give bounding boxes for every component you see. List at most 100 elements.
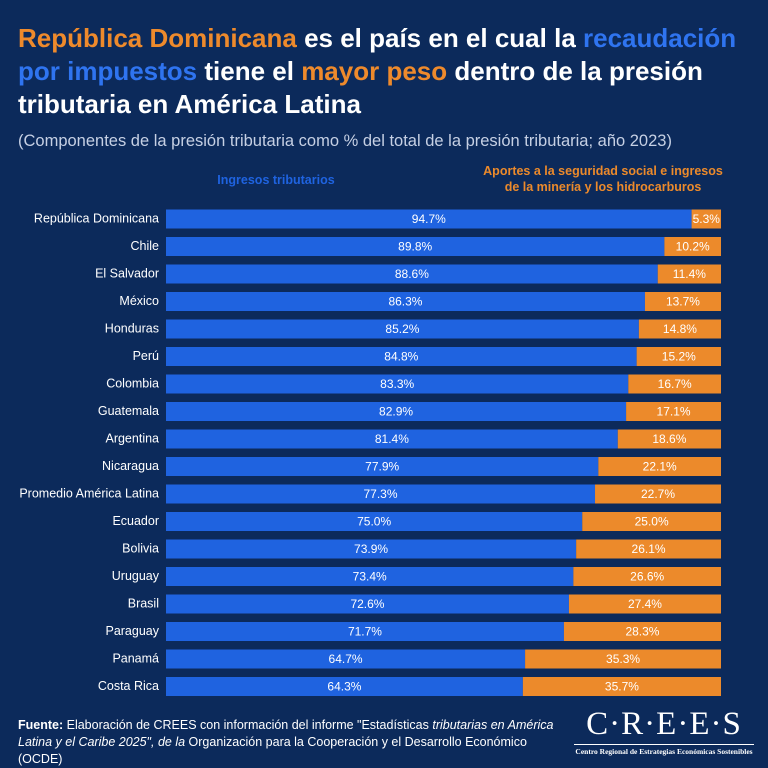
value-label: 64.3%	[327, 680, 361, 694]
y-tick-label: Costa Rica	[98, 679, 159, 693]
source-part: Organización para la Cooperación y el De…	[18, 735, 527, 766]
y-tick-label: El Salvador	[95, 266, 159, 280]
bar-segment	[166, 457, 599, 476]
y-tick-label: Honduras	[105, 321, 159, 335]
value-label: 18.6%	[652, 432, 686, 446]
bar-segment	[595, 484, 721, 504]
bar-segment	[166, 319, 639, 339]
bar-segment	[166, 209, 692, 229]
bar-segment	[166, 292, 645, 311]
value-label: 77.3%	[363, 487, 397, 501]
y-tick-label: Brasil	[128, 596, 159, 610]
value-label: 84.8%	[384, 350, 418, 364]
y-tick-label: República Dominicana	[34, 211, 159, 225]
bar-segment	[166, 677, 523, 696]
value-label: 26.6%	[630, 570, 664, 584]
y-tick-label: Paraguay	[105, 624, 159, 638]
bar-segment	[573, 567, 721, 586]
y-tick-label: Bolivia	[122, 541, 159, 555]
value-label: 35.7%	[605, 680, 639, 694]
value-label: 72.6%	[350, 597, 384, 611]
bar-segment	[617, 429, 721, 449]
title-part: es el país en el cual la	[296, 23, 583, 53]
logo-name: C·R·E·E·S	[586, 706, 742, 742]
subtitle: (Componentes de la presión tributaria co…	[18, 132, 672, 150]
bar-segment	[166, 567, 574, 586]
value-label: 75.0%	[357, 515, 391, 529]
bar-segment	[166, 402, 627, 421]
value-label: 5.3%	[693, 212, 721, 226]
title: República Dominicana es el país en el cu…	[18, 22, 758, 121]
bar-segment	[166, 622, 564, 641]
bar-segment	[166, 594, 569, 614]
bar-segment	[691, 209, 721, 229]
value-label: 28.3%	[625, 625, 659, 639]
value-label: 83.3%	[380, 377, 414, 391]
value-label: 71.7%	[348, 625, 382, 639]
logo-tagline: Centro Regional de Estrategias Económica…	[574, 744, 754, 756]
source-part: Elaboración de CREES con información del…	[63, 718, 433, 732]
bar-segment	[657, 264, 721, 284]
title-part: tiene el	[197, 56, 302, 86]
y-tick-label: Promedio América Latina	[19, 486, 159, 500]
y-tick-label: Chile	[131, 239, 160, 253]
bar-segment	[598, 457, 721, 476]
title-part: mayor peso	[301, 56, 448, 86]
bar-segment	[644, 292, 721, 311]
bar-segment	[166, 512, 583, 531]
value-label: 82.9%	[379, 405, 413, 419]
title-part: dentro de la presión tributaria en Améri…	[18, 56, 703, 119]
source-note: Fuente: Elaboración de CREES con informa…	[18, 717, 558, 768]
title-part: recaudación por impuestos	[18, 23, 737, 86]
bar-segment	[522, 677, 721, 696]
y-tick-label: Nicaragua	[102, 459, 159, 473]
bar-segment	[638, 319, 721, 339]
bar-segment	[166, 374, 629, 394]
value-label: 89.8%	[398, 240, 432, 254]
value-label: 77.9%	[365, 460, 399, 474]
bar-segment	[568, 594, 721, 614]
value-label: 13.7%	[666, 295, 700, 309]
bar-segment	[166, 347, 637, 366]
bar-segment	[628, 374, 721, 394]
value-label: 35.3%	[606, 652, 640, 666]
bar-segment	[166, 484, 596, 504]
y-tick-label: Colombia	[106, 376, 159, 390]
value-label: 27.4%	[628, 597, 662, 611]
value-label: 26.1%	[632, 542, 666, 556]
y-tick-label: Ecuador	[112, 514, 159, 528]
y-tick-label: Guatemala	[98, 404, 159, 418]
value-label: 17.1%	[657, 405, 691, 419]
value-label: 64.7%	[329, 652, 363, 666]
bar-segment	[166, 264, 658, 284]
y-tick-label: México	[119, 294, 159, 308]
y-tick-label: Uruguay	[112, 569, 160, 583]
value-label: 85.2%	[385, 322, 419, 336]
y-tick-label: Perú	[133, 349, 159, 363]
value-label: 22.1%	[643, 460, 677, 474]
value-label: 81.4%	[375, 432, 409, 446]
value-label: 94.7%	[412, 212, 446, 226]
source-part: tributarias en América Latina y el Carib…	[18, 718, 554, 749]
bar-segment	[664, 237, 721, 256]
value-label: 14.8%	[663, 322, 697, 336]
y-tick-label: Panamá	[112, 651, 159, 665]
value-label: 73.9%	[354, 542, 388, 556]
value-label: 22.7%	[641, 487, 675, 501]
value-label: 73.4%	[353, 570, 387, 584]
bar-segment	[626, 402, 721, 421]
bar-segment	[166, 429, 618, 449]
y-tick-label: Argentina	[105, 431, 159, 445]
title-part: República Dominicana	[18, 23, 297, 53]
value-label: 16.7%	[658, 377, 692, 391]
bar-segment	[576, 539, 721, 559]
bar-segment	[582, 512, 721, 531]
bar-segment	[636, 347, 721, 366]
logo: C·R·E·E·S Centro Regional de Estrategias…	[574, 706, 754, 756]
value-label: 11.4%	[673, 267, 706, 281]
value-label: 25.0%	[635, 515, 669, 529]
value-label: 88.6%	[395, 267, 429, 281]
bar-segment	[166, 539, 577, 559]
bar-segment	[166, 237, 665, 256]
